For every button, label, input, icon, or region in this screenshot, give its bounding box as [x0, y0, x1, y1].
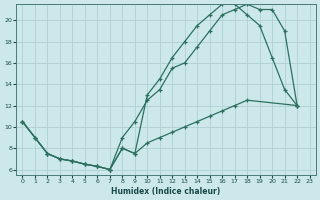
X-axis label: Humidex (Indice chaleur): Humidex (Indice chaleur)	[111, 187, 221, 196]
